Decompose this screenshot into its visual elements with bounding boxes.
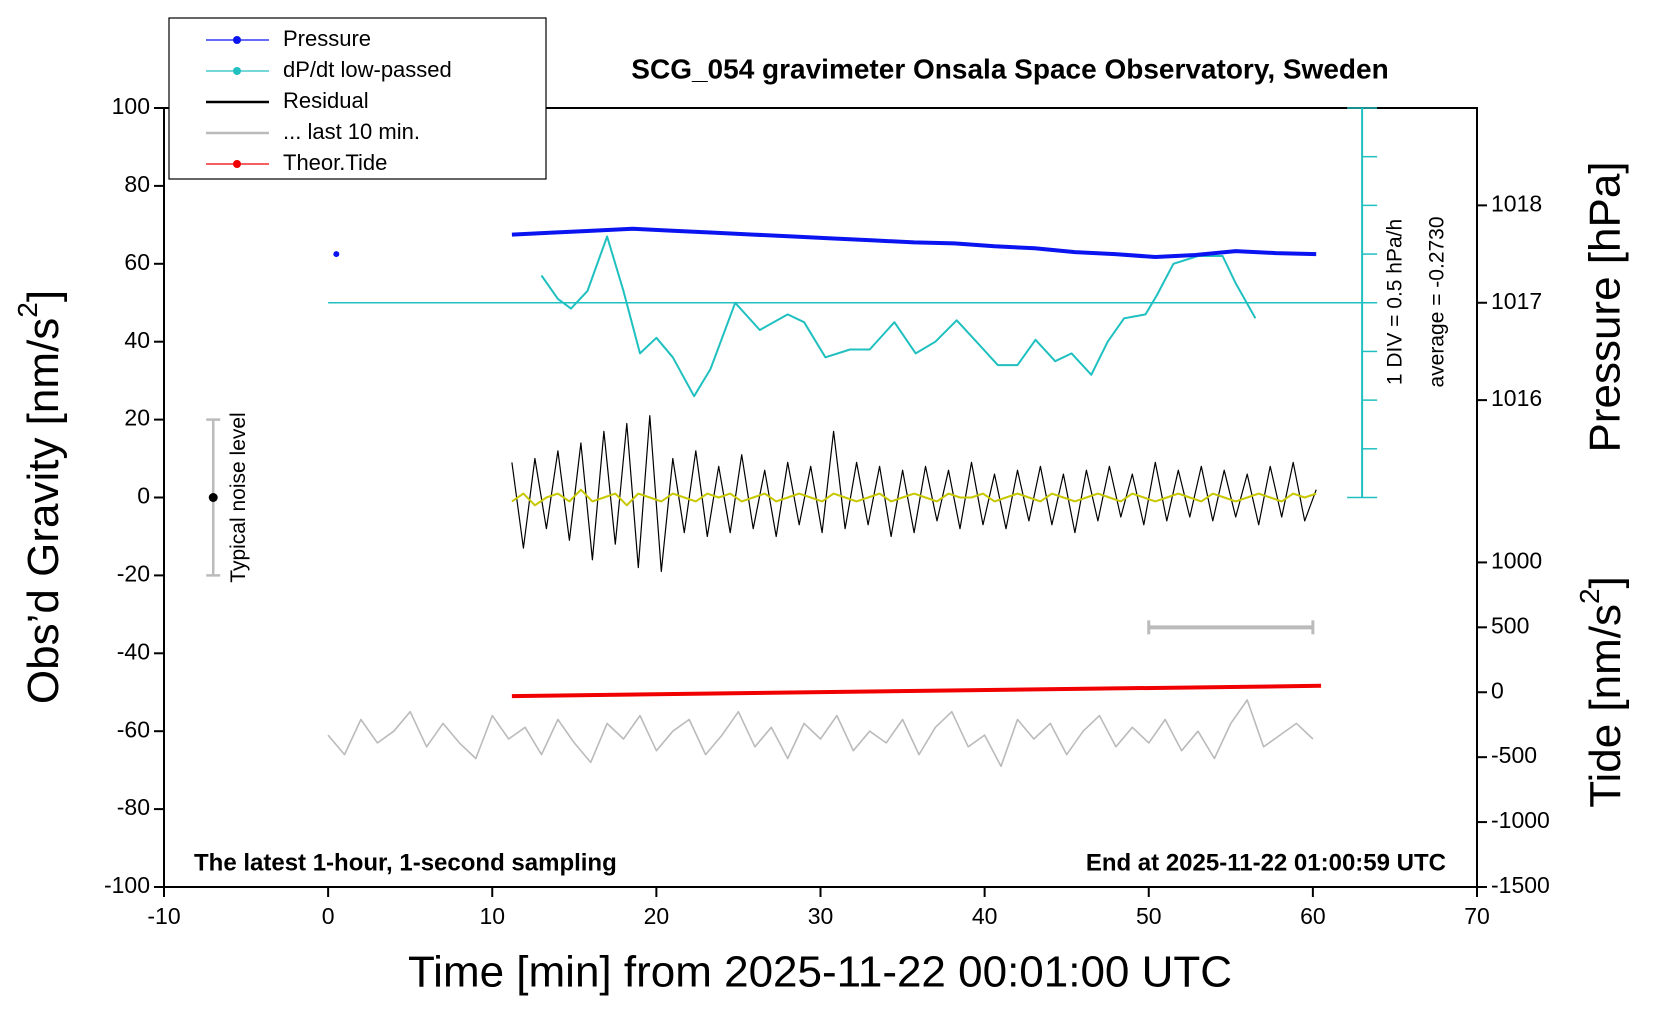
y2-tick-label: 1016	[1491, 385, 1542, 411]
y3-tick-label: -500	[1491, 742, 1537, 768]
x-axis-label: Time [min] from 2025-11-22 00:01:00 UTC	[408, 948, 1232, 997]
x-tick-label: 0	[322, 903, 335, 929]
y-axis-label-text: Obs’d Gravity [nm/s	[19, 318, 68, 704]
y2-tick-label: 1018	[1491, 190, 1542, 216]
legend-label: dP/dt low-passed	[283, 57, 452, 82]
y3-axis-label: Tide [nm/s2]	[1574, 576, 1629, 808]
y-tick-label: -60	[117, 716, 150, 742]
annotation: The latest 1-hour, 1-second sampling	[194, 849, 617, 876]
y-tick-label: -80	[117, 794, 150, 820]
x-tick-label: 30	[808, 903, 834, 929]
y-tick-label: 20	[124, 405, 150, 431]
y3-tick-label: -1000	[1491, 807, 1550, 833]
y-tick-label: 60	[124, 249, 150, 275]
y3-tick-label: 1000	[1491, 547, 1542, 573]
x-tick-label: 70	[1464, 903, 1490, 929]
noise-bar-label: Typical noise level	[227, 412, 250, 582]
y-tick-label: -100	[104, 872, 150, 898]
x-tick-label: 40	[972, 903, 998, 929]
noise-bar-center	[208, 493, 218, 502]
series-line	[511, 415, 1317, 573]
series-line	[511, 488, 1317, 507]
y3-tick-label: 500	[1491, 612, 1529, 638]
y-tick-label: -40	[117, 638, 150, 664]
y-tick-label: 40	[124, 327, 150, 353]
y-axis-label-close: ]	[19, 290, 68, 302]
y-axis-label: Obs’d Gravity [nm/s2]	[12, 290, 67, 704]
y-tick-label: 80	[124, 171, 150, 197]
legend-label: Theor.Tide	[283, 150, 387, 175]
legend-box	[168, 17, 547, 180]
legend-label: Residual	[283, 88, 369, 113]
y2-axis-label: Pressure [hPa]	[1581, 161, 1630, 452]
x-tick-label: 60	[1300, 903, 1326, 929]
series-line	[540, 235, 1257, 398]
series-point	[333, 251, 340, 258]
legend-marker	[233, 160, 241, 168]
series-line	[511, 683, 1322, 699]
annotation: End at 2025-11-22 01:00:59 UTC	[1086, 849, 1446, 876]
legend-marker	[233, 36, 241, 44]
y2-tick-label: 1017	[1491, 288, 1542, 314]
y3-tick-label: -1500	[1491, 872, 1550, 898]
series-line	[327, 699, 1314, 768]
y3-axis-label-close: ]	[1581, 576, 1630, 588]
legend-marker	[233, 67, 241, 75]
legend-label: Pressure	[283, 26, 371, 51]
y3-tick-label: 0	[1491, 677, 1504, 703]
y-tick-label: -20	[117, 560, 150, 586]
legend-label: ... last 10 min.	[283, 119, 420, 144]
y-tick-label: 100	[112, 93, 150, 119]
y-axis-label-sup: 2	[12, 302, 43, 318]
y3-axis-label-sup: 2	[1574, 588, 1605, 604]
chart-title: SCG_054 gravimeter Onsala Space Observat…	[631, 53, 1388, 84]
x-tick-label: 20	[644, 903, 670, 929]
annotation: average = -0.2730	[1426, 216, 1449, 387]
annotation: 1 DIV = 0.5 hPa/h	[1384, 219, 1407, 385]
x-tick-label: -10	[147, 903, 180, 929]
x-tick-label: 50	[1136, 903, 1162, 929]
y3-axis-label-text: Tide [nm/s	[1581, 604, 1630, 808]
y-tick-label: 0	[137, 483, 150, 509]
series-line	[511, 226, 1317, 259]
x-tick-label: 10	[479, 903, 505, 929]
